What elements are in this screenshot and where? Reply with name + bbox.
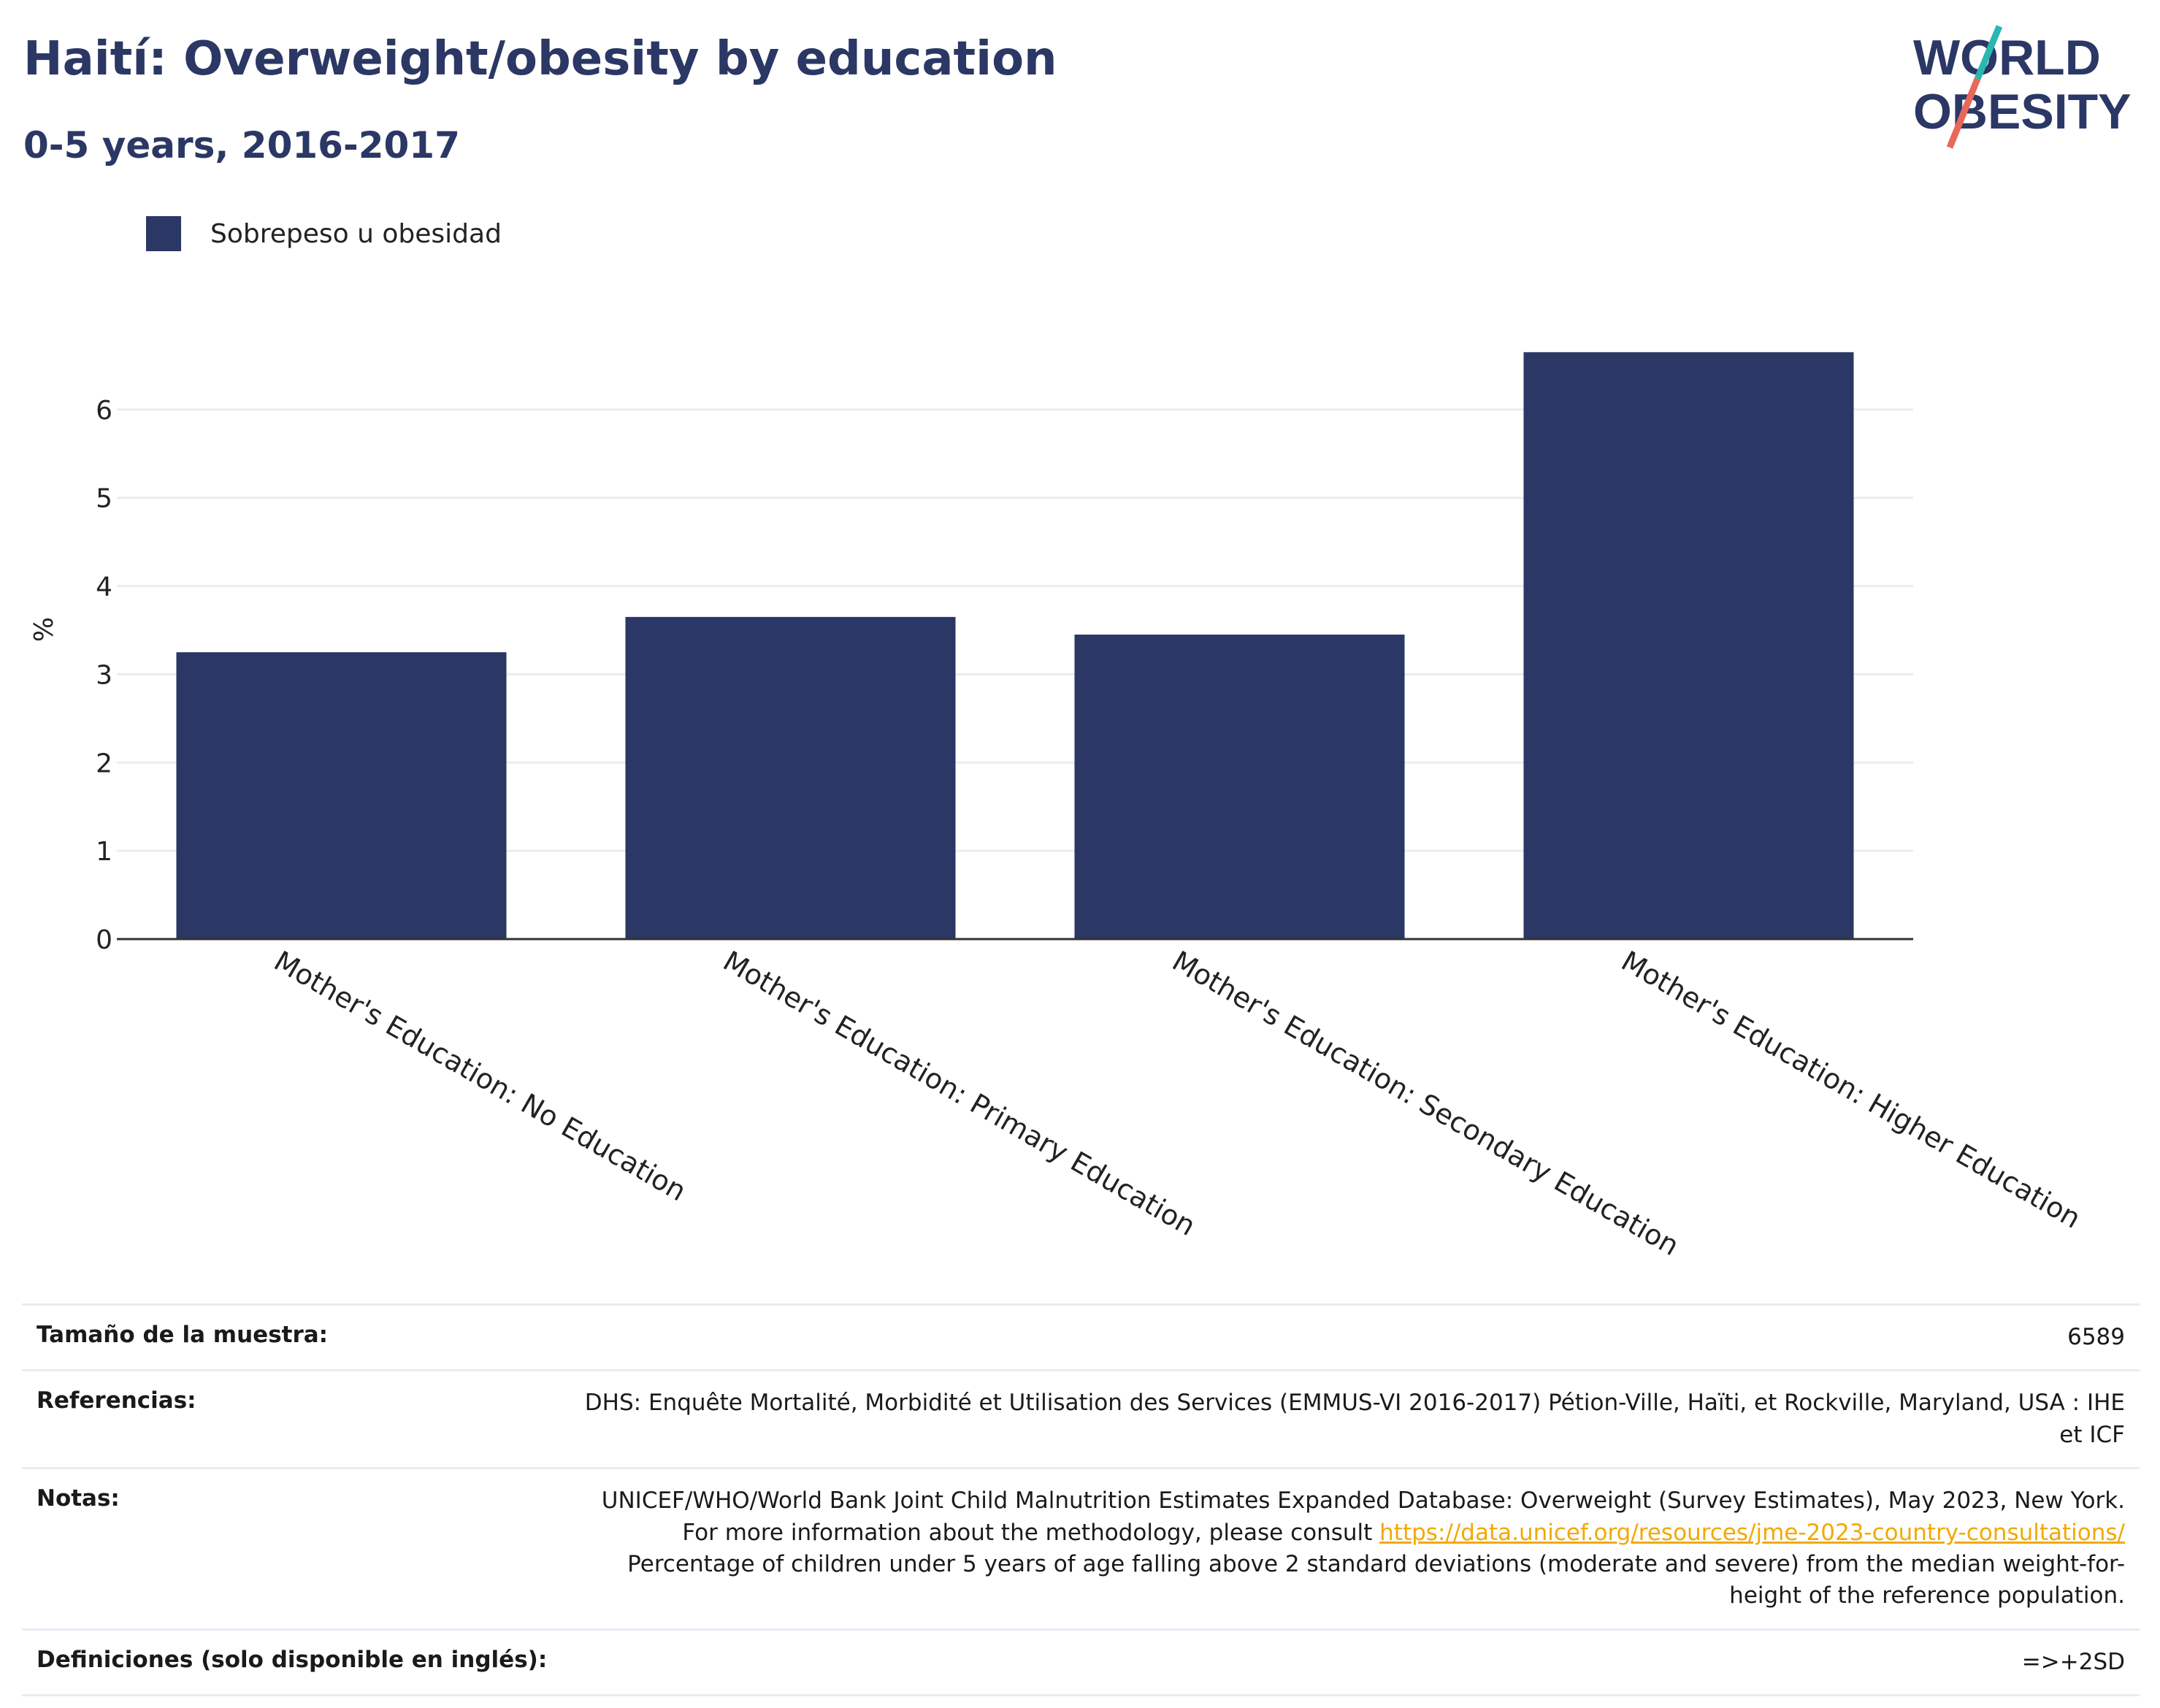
y-tick-label: 4 <box>96 572 112 602</box>
info-value: 6589 <box>2067 1324 2125 1350</box>
x-tick-label: Mother's Education: Primary Education <box>718 945 1201 1242</box>
y-tick-label: 2 <box>96 748 112 778</box>
info-key: Tamaño de la muestra: <box>37 1322 329 1348</box>
y-tick-label: 0 <box>96 925 112 955</box>
y-axis-label: % <box>29 617 59 642</box>
x-tick-label: Mother's Education: No Education <box>269 945 692 1208</box>
y-tick-label: 1 <box>96 837 112 867</box>
bar <box>625 616 956 939</box>
info-row-sample-size: Tamaño de la muestra: 6589 <box>22 1304 2140 1371</box>
chart-subtitle: 0-5 years, 2016-2017 <box>23 124 460 166</box>
world-obesity-logo: WORLD OBESITY <box>1913 25 2132 149</box>
legend-swatch <box>146 216 181 251</box>
info-row-references: Referencias: DHS: Enquête Mortalité, Mor… <box>22 1370 2140 1468</box>
notes-text-after: Percentage of children under 5 years of … <box>627 1550 2125 1609</box>
legend-label: Sobrepeso u obesidad <box>210 218 502 249</box>
chart-legend: Sobrepeso u obesidad <box>146 216 502 251</box>
y-tick-label: 6 <box>96 396 112 426</box>
info-value: DHS: Enquête Mortalité, Morbidité et Uti… <box>584 1390 2125 1448</box>
x-axis-labels: Mother's Education: No Education Mother's… <box>269 945 2086 1263</box>
bar-chart: 0 1 2 3 4 5 6 Mother's Education: No Education… <box>29 352 2086 1263</box>
info-key: Definiciones (solo disponible en inglés)… <box>37 1646 548 1673</box>
chart-title: Haití: Overweight/obesity by education <box>23 32 1057 86</box>
info-key: Referencias: <box>37 1387 196 1414</box>
info-row-notes: Notas: UNICEF/WHO/World Bank Joint Child… <box>22 1468 2140 1630</box>
logo-slash-red <box>1946 77 1981 149</box>
y-tick-label: 5 <box>96 484 112 514</box>
logo-text-obesity: OBESITY <box>1913 84 2132 139</box>
bar <box>176 652 507 939</box>
notes-text-before: UNICEF/WHO/World Bank Joint Child Malnut… <box>601 1487 2125 1546</box>
bar <box>1074 635 1405 939</box>
info-value: =>+2SD <box>2021 1648 2125 1675</box>
info-table: Tamaño de la muestra: 6589 Referencias: … <box>22 1303 2140 1696</box>
y-axis-ticks: 0 1 2 3 4 5 6 <box>96 396 112 955</box>
info-row-definitions: Definiciones (solo disponible en inglés)… <box>22 1629 2140 1696</box>
bar <box>1523 352 1854 939</box>
logo-text-world: WORLD <box>1913 30 2101 85</box>
methodology-link[interactable]: https://data.unicef.org/resources/jme-20… <box>1379 1519 2125 1546</box>
x-tick-label: Mother's Education: Secondary Education <box>1167 945 1685 1263</box>
x-tick-label: Mother's Education: Higher Education <box>1616 945 2086 1235</box>
bars <box>117 352 1913 941</box>
y-tick-label: 3 <box>96 660 112 690</box>
logo-slash-teal <box>1974 25 2003 80</box>
info-value: UNICEF/WHO/World Bank Joint Child Malnut… <box>562 1468 2140 1630</box>
info-key: Notas: <box>37 1485 120 1512</box>
